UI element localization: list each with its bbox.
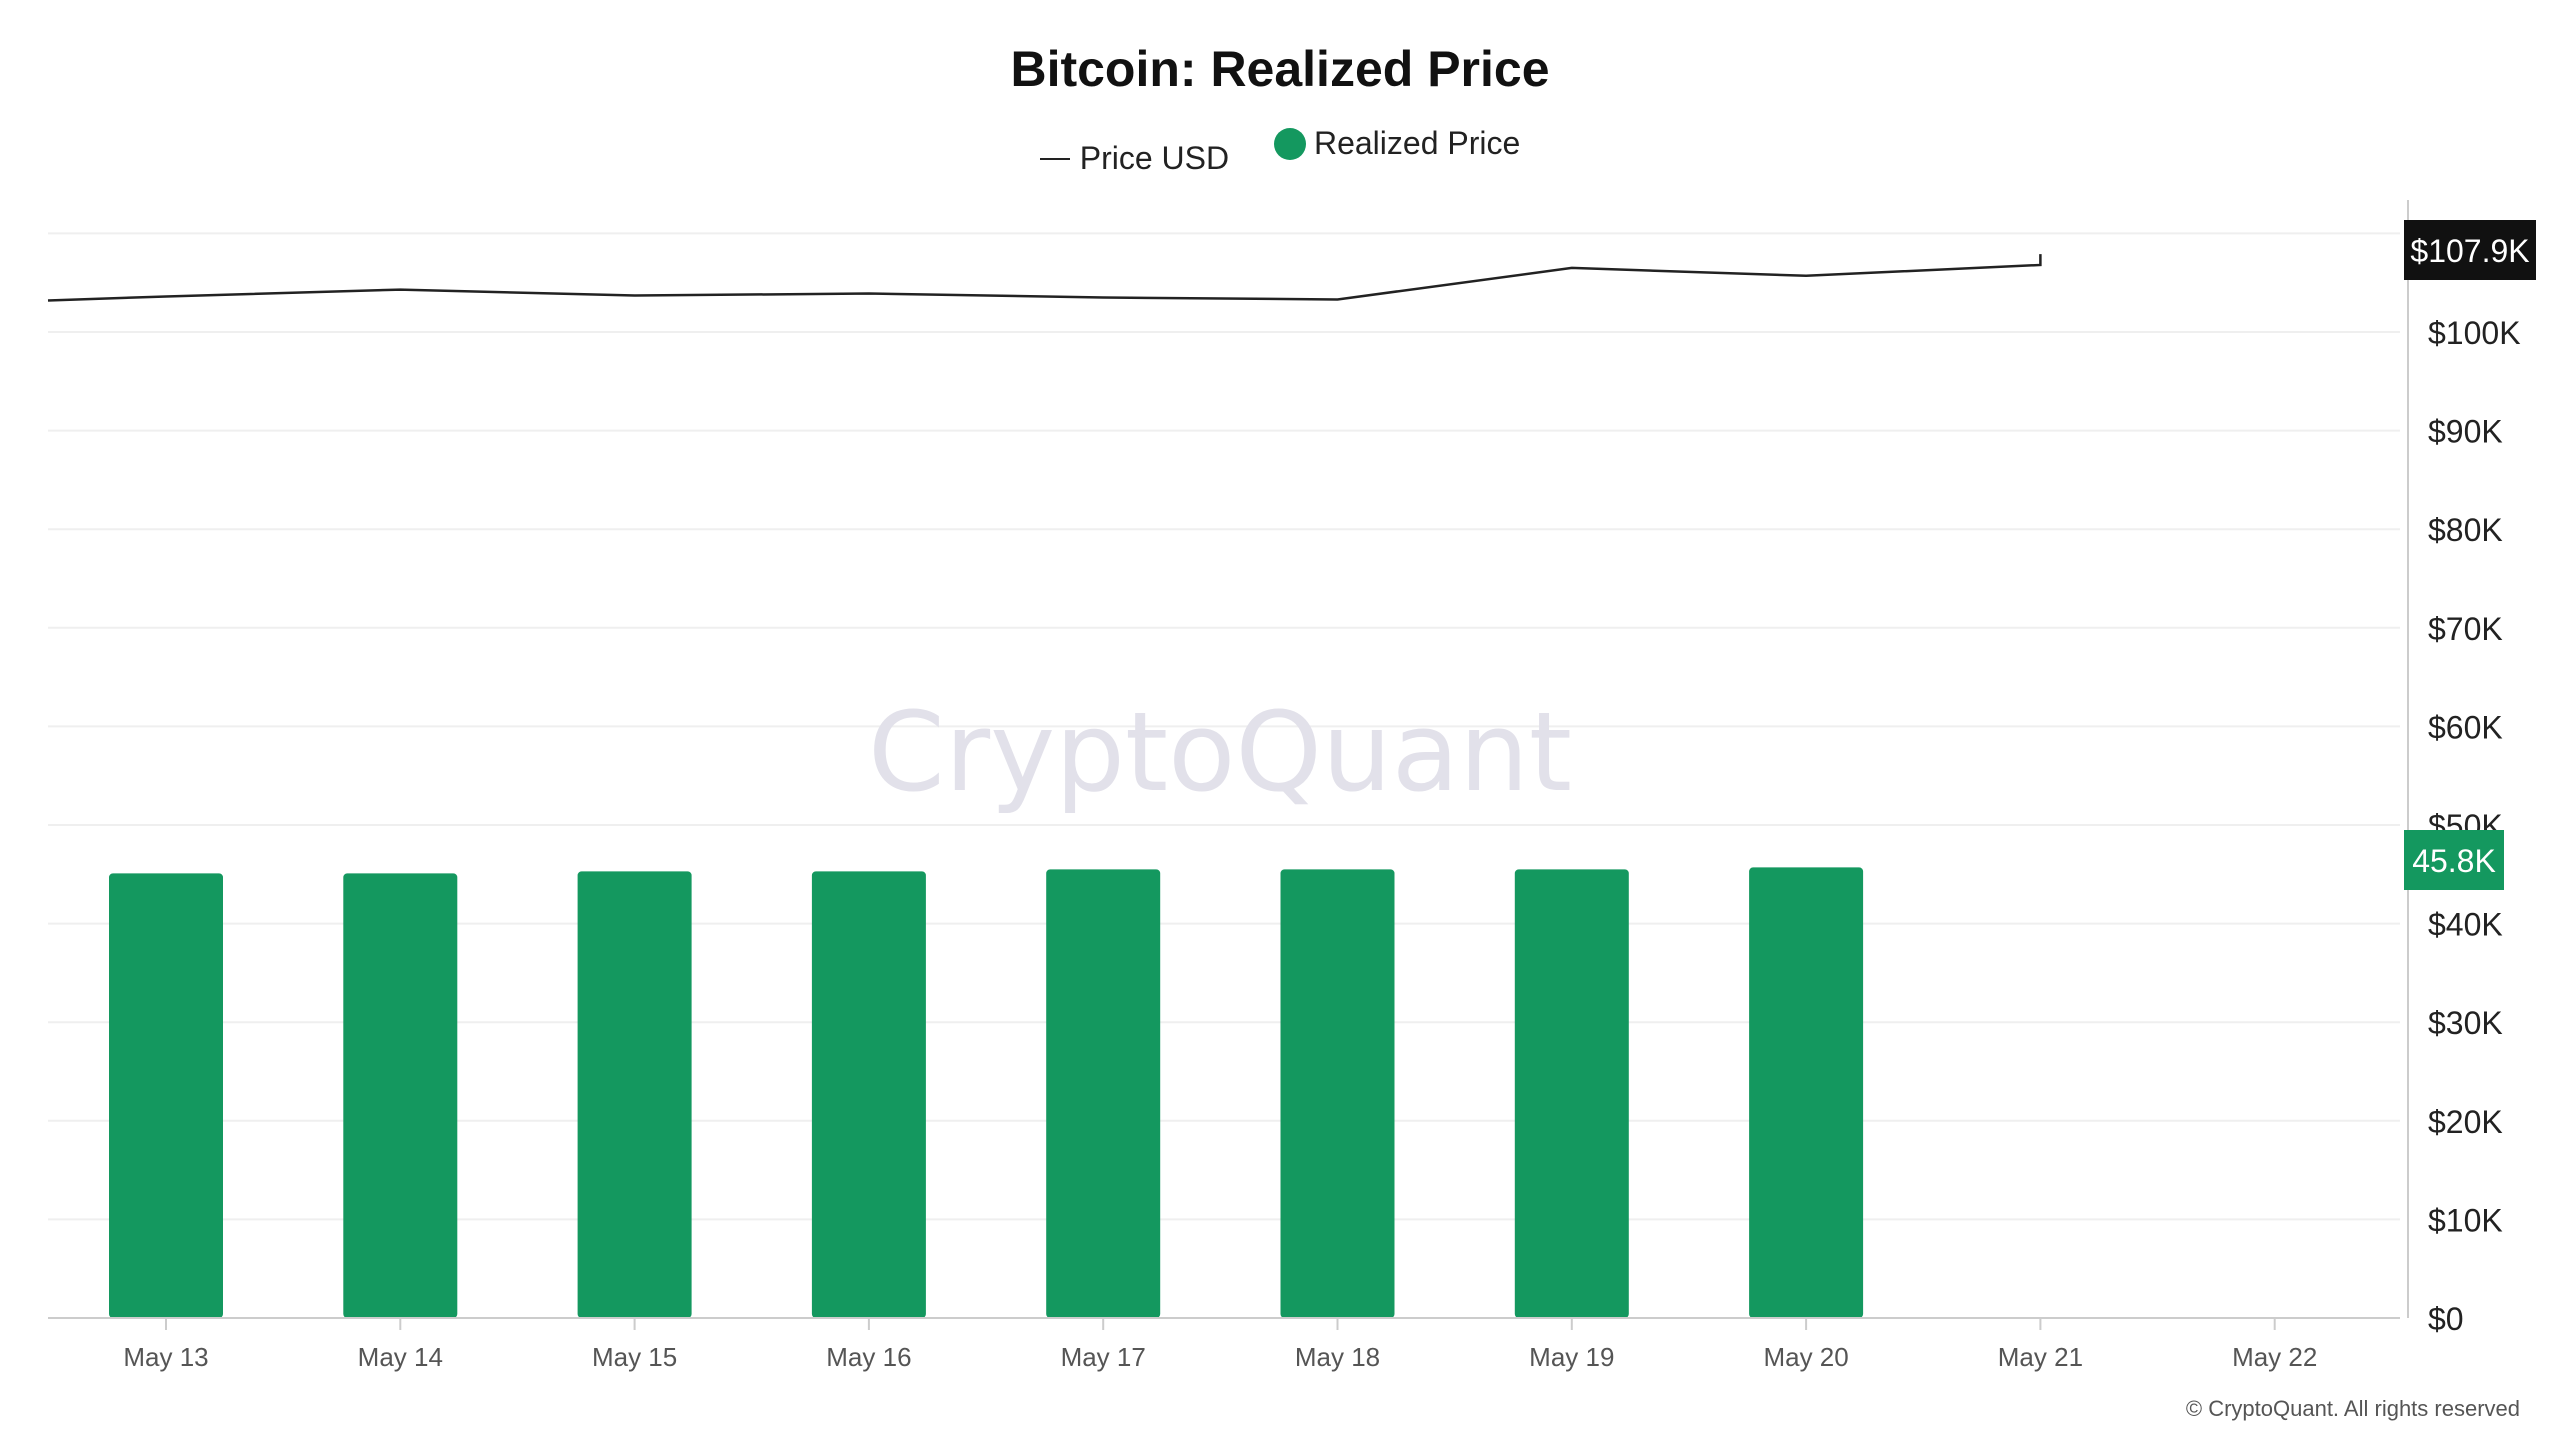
price-line-group: [47, 254, 2042, 302]
x-tick-label: May 19: [1529, 1342, 1614, 1372]
y-tick-label: $100K: [2428, 315, 2521, 351]
legend-label-realized-price: Realized Price: [1313, 125, 1521, 161]
bar-realized-price[interactable]: [343, 873, 458, 1318]
y-tick-label: $30K: [2428, 1005, 2503, 1041]
price-usd-badge: $107.9K: [2404, 220, 2536, 280]
bar-realized-price[interactable]: [577, 871, 692, 1318]
legend-dot-icon: [1273, 127, 1306, 160]
watermark: CryptoQuant: [868, 688, 1572, 816]
x-tick-label: May 15: [592, 1342, 677, 1372]
realized-price-badge: 45.8K: [2404, 830, 2504, 890]
x-tick-label: May 21: [1998, 1342, 2083, 1372]
y-tick-label: $80K: [2428, 512, 2503, 548]
x-axis-labels: May 13 May 14 May 15 May 16 May 17 May 18 May …: [123, 1342, 2317, 1372]
x-tick-label: May 18: [1295, 1342, 1380, 1372]
y-tick-label: $20K: [2428, 1104, 2503, 1140]
bars-group: [109, 867, 1864, 1318]
bar-realized-price[interactable]: [811, 871, 926, 1318]
copyright-footer: © CryptoQuant. All rights reserved: [2185, 1396, 2520, 1421]
y-axis-labels: $0$10K$20K$30K$40K$50K$60K$70K$80K$90K$1…: [2428, 315, 2521, 1337]
legend-label-price-usd: Price USD: [1079, 140, 1230, 176]
x-tick-label: May 16: [826, 1342, 911, 1372]
y-tick-label: $90K: [2428, 414, 2503, 450]
bar-realized-price[interactable]: [109, 873, 223, 1318]
x-tick-label: May 14: [358, 1342, 443, 1372]
y-tick-label: $10K: [2428, 1202, 2503, 1238]
realized-price-badge-text: 45.8K: [2412, 843, 2496, 879]
y-tick-label: $40K: [2428, 907, 2503, 943]
chart-title: Bitcoin: Realized Price: [1010, 41, 1550, 97]
x-tick-label: May 22: [2232, 1342, 2317, 1372]
price-usd-badge-text: $107.9K: [2410, 233, 2529, 269]
y-tick-label: $0: [2428, 1301, 2464, 1337]
x-tick-label: May 13: [123, 1342, 208, 1372]
x-tick-label: May 20: [1763, 1342, 1848, 1372]
bar-realized-price[interactable]: [1046, 869, 1161, 1318]
legend-item-price-usd[interactable]: Price USD: [1039, 140, 1230, 177]
bar-realized-price[interactable]: [1514, 869, 1629, 1318]
legend-item-realized-price[interactable]: Realized Price: [1273, 125, 1521, 162]
price-usd-line[interactable]: [47, 254, 2042, 302]
y-tick-label: $60K: [2428, 709, 2503, 745]
axes-group: [48, 200, 2409, 1330]
legend: Price USD Realized Price: [0, 125, 2560, 177]
y-tick-label: $70K: [2428, 611, 2503, 647]
bar-realized-price[interactable]: [1749, 867, 1864, 1318]
x-tick-label: May 17: [1061, 1342, 1146, 1372]
legend-line-icon: [1039, 157, 1070, 160]
value-badges: $107.9K 45.8K: [2404, 220, 2536, 890]
bar-realized-price[interactable]: [1280, 869, 1395, 1318]
